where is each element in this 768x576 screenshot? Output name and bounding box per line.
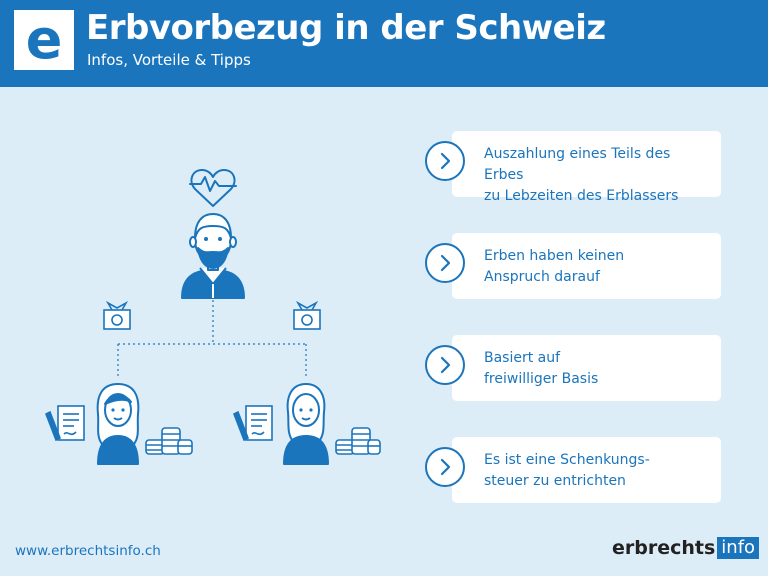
chevron-right-icon bbox=[425, 447, 465, 487]
info-card-text: Auszahlung eines Teils des Erbes zu Lebz… bbox=[484, 146, 679, 204]
header-bar: e Erbvorbezug in der Schweiz Infos, Vort… bbox=[0, 0, 768, 87]
chevron-right-icon bbox=[425, 345, 465, 385]
page-subtitle: Infos, Vorteile & Tipps bbox=[87, 51, 251, 69]
info-card-3: Basiert auf freiwilliger Basis bbox=[425, 335, 721, 401]
info-card-4: Es ist eine Schenkungs- steuer zu entric… bbox=[425, 437, 721, 503]
logo-letter: e bbox=[25, 8, 63, 71]
money-gift-icon-left bbox=[103, 300, 131, 330]
brand-name: erbrechts bbox=[612, 537, 716, 559]
brand-logo: erbrechts info bbox=[612, 537, 760, 559]
logo: e bbox=[14, 10, 74, 70]
info-card-text: Erben haben keinen Anspruch darauf bbox=[484, 248, 625, 285]
chevron-right-icon bbox=[425, 141, 465, 181]
family-tree-lines bbox=[117, 300, 307, 378]
heart-pulse-icon bbox=[189, 169, 237, 207]
info-card-text: Basiert auf freiwilliger Basis bbox=[484, 350, 599, 387]
info-card-1: Auszahlung eines Teils des Erbes zu Lebz… bbox=[425, 131, 721, 204]
child-figure-right bbox=[283, 383, 329, 465]
chevron-right-icon bbox=[425, 243, 465, 283]
inheritance-illustration bbox=[44, 169, 381, 465]
brand-suffix: info bbox=[717, 537, 760, 559]
coin-stack-icon-right bbox=[335, 427, 381, 455]
money-gift-icon-right bbox=[293, 300, 321, 330]
page-title: Erbvorbezug in der Schweiz bbox=[86, 8, 606, 48]
contract-icon-left bbox=[44, 405, 85, 442]
contract-icon-right bbox=[232, 405, 273, 442]
info-card-2: Erben haben keinen Anspruch darauf bbox=[425, 233, 721, 299]
website-url[interactable]: www.erbrechtsinfo.ch bbox=[15, 543, 161, 559]
coin-stack-icon-left bbox=[145, 427, 193, 455]
daughter-figure-left bbox=[96, 383, 140, 465]
info-card-text: Es ist eine Schenkungs- steuer zu entric… bbox=[484, 452, 650, 489]
grandfather-figure bbox=[181, 213, 245, 299]
